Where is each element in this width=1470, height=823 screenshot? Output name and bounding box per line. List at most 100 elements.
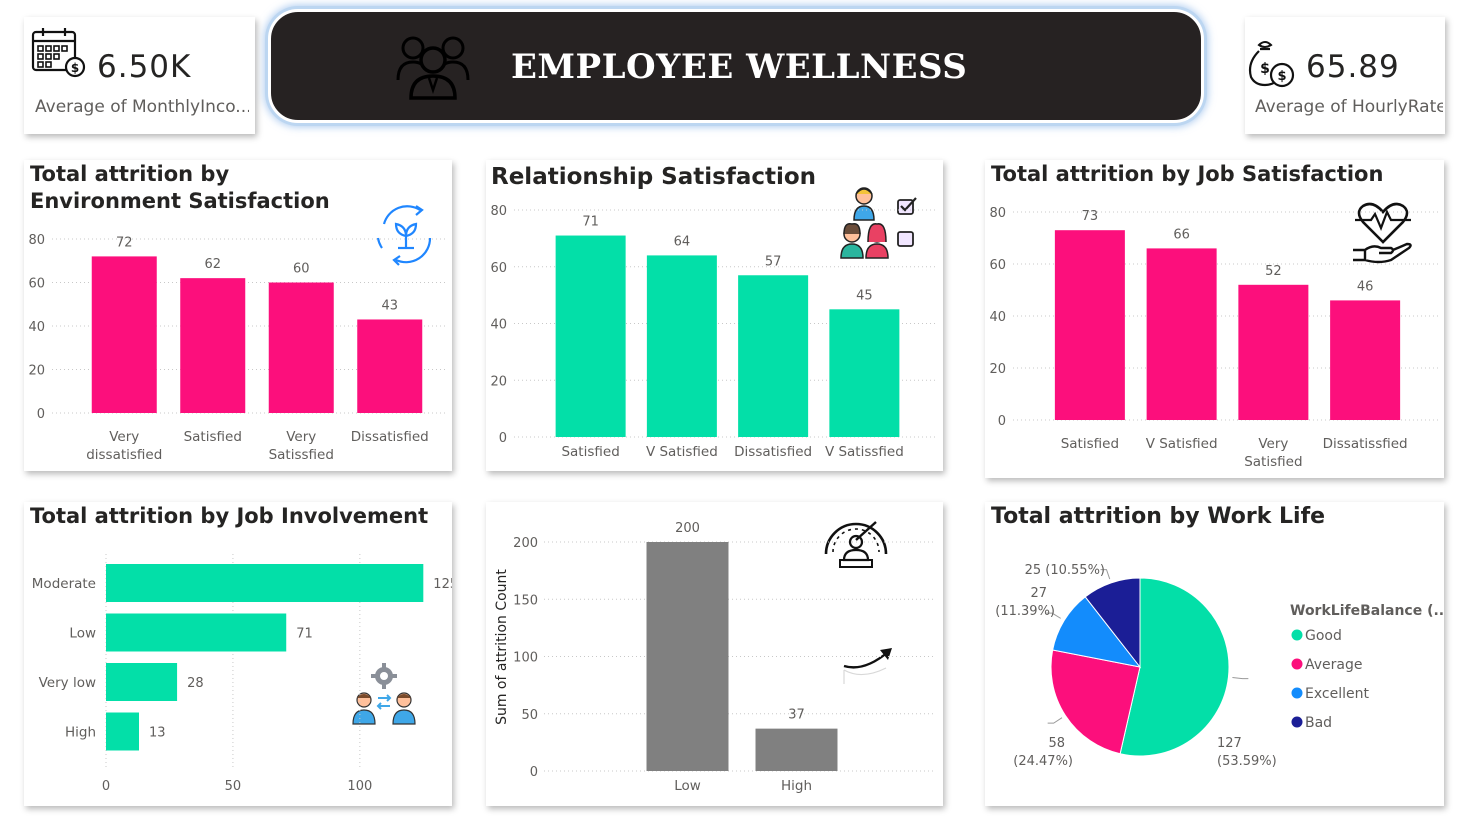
bar[interactable] <box>555 235 626 437</box>
kpi-monthly-income-value: 6.50K <box>97 49 192 85</box>
bar[interactable] <box>829 309 900 437</box>
bar[interactable] <box>1330 300 1401 420</box>
data-label: 125 <box>433 577 452 592</box>
kpi-hourly-rate-value: 65.89 <box>1306 49 1400 85</box>
category-label: High <box>65 725 96 741</box>
kpi-monthly-income-label: Average of MonthlyInco... <box>35 97 249 117</box>
x-tick-label: 0 <box>102 779 110 794</box>
data-label: 66 <box>1173 227 1190 242</box>
attrition-count-bar-chart: 0 50 100 150 200 200 Low 37 High Sum of attrition… <box>494 521 936 794</box>
data-label: 43 <box>381 298 398 313</box>
y-tick-label: 40 <box>490 318 507 333</box>
environment-bar-chart: 0 20 40 60 80 72 Very dissatisfied 62 Satisfied 60… <box>28 233 448 463</box>
x-tick-label: 50 <box>225 779 242 794</box>
category-label: Satisfied <box>1244 454 1302 470</box>
category-label: Very <box>286 429 316 445</box>
category-label: High <box>781 778 812 794</box>
pie-slice[interactable] <box>1052 596 1142 668</box>
y-tick-label: 100 <box>513 651 538 666</box>
team-gear-exchange-icon <box>352 663 416 725</box>
bar[interactable] <box>106 663 178 701</box>
card-job-involvement: Total attrition by Job Involvement 0 50 10… <box>24 502 452 806</box>
legend-marker[interactable] <box>1291 716 1303 728</box>
leader-line <box>1047 717 1063 724</box>
bar[interactable] <box>738 275 809 437</box>
bar[interactable] <box>268 282 334 414</box>
y-tick-label: 20 <box>989 362 1006 377</box>
data-label: 71 <box>296 627 313 642</box>
pie-slice[interactable] <box>1050 649 1141 755</box>
bar[interactable] <box>357 319 423 413</box>
data-label: 71 <box>582 215 599 230</box>
bar[interactable] <box>180 278 246 413</box>
bar[interactable] <box>1238 284 1309 420</box>
y-tick-label: 60 <box>28 277 45 292</box>
bar[interactable] <box>106 613 287 652</box>
category-label: Satisfied <box>561 444 619 460</box>
category-label: Very <box>1258 436 1288 452</box>
heart-hand-icon <box>1353 202 1412 264</box>
y-tick-label: 20 <box>28 364 45 379</box>
data-label: 13 <box>149 726 166 741</box>
slice-label: 25 (10.55%) <box>1025 563 1105 578</box>
chart-title-job-satisfaction: Total attrition by Job Satisfaction <box>991 162 1384 186</box>
svg-text:$: $ <box>1260 61 1270 77</box>
category-label: V Satisfied <box>1146 436 1218 452</box>
slice-label: 27 <box>1030 586 1047 601</box>
y-tick-label: 80 <box>490 204 507 219</box>
legend-marker[interactable] <box>1291 629 1303 641</box>
data-label: 57 <box>765 254 782 269</box>
pie-slice[interactable] <box>1084 577 1141 669</box>
data-label: 28 <box>187 676 204 691</box>
y-tick-label: 0 <box>998 414 1006 429</box>
legend-item[interactable]: Good <box>1305 628 1342 644</box>
y-tick-label: 80 <box>28 233 45 248</box>
bar[interactable] <box>646 542 729 771</box>
people-group-icon <box>396 36 470 100</box>
bar[interactable] <box>646 255 717 437</box>
chart-title-job-involvement: Total attrition by Job Involvement <box>30 504 429 528</box>
bar[interactable] <box>1054 230 1125 420</box>
category-label: Satissfied <box>269 447 334 463</box>
y-axis-label: Sum of attrition Count <box>494 569 510 725</box>
data-label: 62 <box>204 257 221 272</box>
y-tick-label: 60 <box>989 258 1006 273</box>
leader-line <box>1046 612 1061 619</box>
category-label: V Satisfied <box>646 444 718 460</box>
slice-percent: (24.47%) <box>1013 754 1073 769</box>
chart-title-work-life: Total attrition by Work Life <box>991 504 1326 529</box>
category-label: Dissatissfied <box>1323 436 1408 452</box>
pie-slice[interactable] <box>1119 577 1230 757</box>
category-label: Dissatisfied <box>734 444 812 460</box>
bar[interactable] <box>106 712 139 751</box>
bar[interactable] <box>755 728 838 771</box>
chart-title-environment: Total attrition by Environment Satisfact… <box>30 162 330 213</box>
legend-item[interactable]: Bad <box>1305 715 1332 731</box>
bar[interactable] <box>91 256 157 413</box>
bar[interactable] <box>106 564 424 602</box>
card-job-satisfaction: Total attrition by Job Satisfaction 0 20 4… <box>985 160 1444 478</box>
leader-line <box>1232 676 1249 680</box>
card-attrition-count: 0 50 100 150 200 200 Low 37 High Sum of attrition… <box>486 502 943 806</box>
kpi-card-hourly-rate: $ $ 65.89 Average of HourlyRate <box>1245 17 1445 134</box>
slice-label: 58 <box>1048 736 1065 751</box>
legend-marker[interactable] <box>1291 687 1303 699</box>
legend-item[interactable]: Average <box>1305 657 1363 673</box>
card-work-life: Total attrition by Work Life 127 (53.59%)… <box>985 502 1444 806</box>
category-label: Dissatisfied <box>351 429 429 445</box>
category-label: Satisfied <box>184 429 242 445</box>
category-label: Very <box>109 429 139 445</box>
category-label: Very low <box>39 675 96 691</box>
data-label: 73 <box>1082 209 1099 224</box>
card-relationship-satisfaction: Relationship Satisfaction 0 20 40 60 80 71 Sat… <box>486 160 943 471</box>
category-label: Low <box>674 778 701 794</box>
y-tick-label: 0 <box>530 765 538 780</box>
card-environment-satisfaction: Total attrition by Environment Satisfact… <box>24 160 452 471</box>
category-label: Moderate <box>32 576 96 592</box>
legend-marker[interactable] <box>1291 658 1303 670</box>
bar[interactable] <box>1146 248 1217 420</box>
people-checklist-icon <box>840 187 917 259</box>
legend-item[interactable]: Excellent <box>1305 686 1369 702</box>
data-label: 72 <box>116 235 133 250</box>
category-label: V Satissfied <box>825 444 904 460</box>
